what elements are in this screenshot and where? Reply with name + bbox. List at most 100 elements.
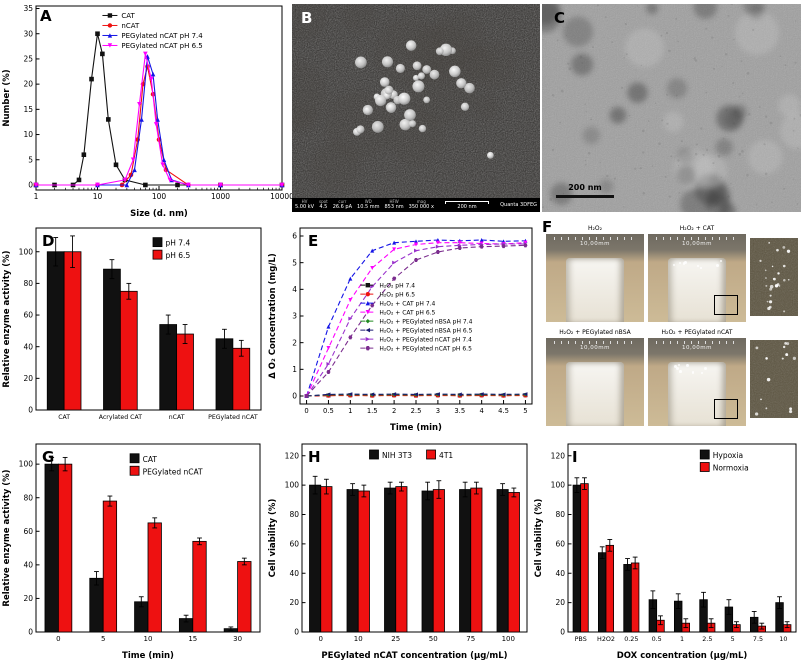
- svg-text:H₂O₂ + PEGylated nBSA pH 6.5: H₂O₂ + PEGylated nBSA pH 6.5: [379, 327, 472, 334]
- svg-text:80: 80: [289, 510, 299, 519]
- svg-text:4T1: 4T1: [439, 451, 453, 460]
- photo-h2o2-ncat: 10,00mm: [648, 338, 746, 426]
- svg-text:20: 20: [23, 374, 33, 383]
- svg-text:H₂O₂ + CAT pH 6.5: H₂O₂ + CAT pH 6.5: [379, 309, 435, 316]
- svg-text:75: 75: [466, 635, 475, 643]
- svg-text:80: 80: [555, 510, 565, 519]
- panel-d-enzyme-activity: 0 20 40 60 80 100 CAT Acrylated CAT nCAT PEGylate…: [0, 220, 266, 434]
- svg-text:H2O2: H2O2: [597, 635, 615, 643]
- cuvette: [667, 257, 727, 322]
- bubble: [676, 366, 680, 370]
- svg-text:20: 20: [555, 598, 565, 607]
- svg-text:60: 60: [289, 539, 299, 548]
- bubble: [682, 262, 686, 265]
- svg-text:pH 6.5: pH 6.5: [166, 251, 191, 260]
- ruler-ticks: [655, 341, 739, 344]
- roi-box: [714, 399, 738, 419]
- svg-text:40: 40: [23, 560, 33, 569]
- svg-text:0: 0: [292, 392, 297, 401]
- svg-text:100: 100: [502, 635, 515, 643]
- photo-title-h2o2: H₂O₂: [587, 225, 603, 232]
- svg-text:40: 40: [555, 569, 565, 578]
- bubble: [719, 259, 723, 263]
- photo-h2o2-cat: 10,00mm: [648, 234, 746, 322]
- svg-text:Hypoxia: Hypoxia: [713, 451, 743, 460]
- svg-text:120: 120: [551, 451, 566, 460]
- svg-text:Time (min): Time (min): [390, 423, 442, 433]
- panel-b-sem-image: HV 5.00 kV spot 4.5 curr 26.6 pA WD 10.5 mm HFW 8…: [292, 4, 540, 212]
- svg-text:10: 10: [144, 635, 153, 643]
- bubble: [697, 265, 699, 267]
- svg-text:3: 3: [436, 407, 440, 415]
- panel-h-cytotoxicity: 0 20 40 60 80 100 120 0 10 25 50 75 100 PEGylated nCA…: [266, 436, 532, 662]
- panel-label-h: H: [308, 448, 321, 466]
- bubble: [685, 364, 689, 367]
- svg-text:5: 5: [292, 258, 297, 267]
- sem-scale-bar: 200 nm: [439, 200, 495, 210]
- svg-text:0: 0: [294, 628, 299, 637]
- panel-f-cuvette-photos: F H₂O₂ H₂O₂ + CAT H₂O₂ + PEGylated nBSA …: [540, 218, 801, 436]
- svg-text:10: 10: [93, 192, 103, 201]
- svg-text:25: 25: [391, 635, 400, 643]
- svg-text:0: 0: [28, 181, 33, 190]
- sem-info-bar: HV 5.00 kV spot 4.5 curr 26.6 pA WD 10.5 mm HFW 8…: [292, 198, 540, 212]
- panel-label-b: B: [301, 9, 313, 27]
- sem-info-field: WD 10.5 mm: [357, 198, 380, 210]
- svg-text:Normoxia: Normoxia: [713, 464, 749, 473]
- svg-text:20: 20: [23, 80, 33, 89]
- svg-text:2.5: 2.5: [411, 407, 422, 415]
- svg-text:NIH 3T3: NIH 3T3: [382, 451, 412, 460]
- svg-text:4.5: 4.5: [498, 407, 509, 415]
- panel-label-e: E: [308, 232, 319, 250]
- svg-text:5: 5: [523, 407, 527, 415]
- bubble: [700, 267, 702, 269]
- svg-text:0.25: 0.25: [624, 635, 638, 643]
- svg-text:80: 80: [23, 493, 33, 502]
- photo-title-h2o2-ncat: H₂O₂ + PEGylated nCAT: [661, 329, 733, 336]
- sem-info-field: HFW 853 nm: [384, 198, 404, 210]
- panel-e-oxygen-generation: 0 1 2 3 4 5 6 0 0.5 1 1.5 2 2.5 3 3.5 4 4.5 5 Time (min) Δ …: [266, 220, 540, 434]
- panel-label-f: F: [542, 218, 553, 236]
- svg-text:H₂O₂ pH 7.4: H₂O₂ pH 7.4: [379, 282, 415, 289]
- bubble: [691, 371, 695, 374]
- svg-text:Relative enzyme activity (%): Relative enzyme activity (%): [2, 250, 12, 387]
- svg-text:DOX concentration (μg/mL): DOX concentration (μg/mL): [617, 651, 748, 661]
- panel-label-i: I: [572, 448, 578, 466]
- sem-micrograph: [292, 4, 540, 198]
- bubble: [704, 366, 707, 370]
- enzyme-activity-bar-chart: 0 20 40 60 80 100 CAT Acrylated CAT nCAT PEGylate…: [2, 227, 262, 421]
- panel-g-stability: 0 20 40 60 80 100 0 5 10 15 30 Time (min) Relative e…: [0, 436, 266, 662]
- bubble-inset-ncat: [750, 340, 798, 418]
- svg-text:PEGylated nCAT concentration (: PEGylated nCAT concentration (μg/mL): [321, 651, 507, 661]
- tem-scale-bar: 200 nm: [556, 175, 614, 198]
- panel-label-a: A: [40, 7, 52, 25]
- photo-h2o2-nbsa: 10,00mm: [546, 338, 644, 426]
- stability-bar-chart: 0 20 40 60 80 100 0 5 10 15 30 Time (min) Relative e…: [2, 443, 261, 661]
- svg-text:0: 0: [304, 407, 308, 415]
- svg-text:20: 20: [23, 594, 33, 603]
- svg-text:0: 0: [28, 406, 33, 415]
- svg-text:25: 25: [23, 55, 33, 64]
- bubble: [701, 371, 704, 374]
- svg-text:10: 10: [354, 635, 363, 643]
- svg-text:60: 60: [23, 311, 33, 320]
- svg-text:0: 0: [319, 635, 323, 643]
- tem-scale-line: [556, 195, 614, 198]
- svg-text:PEGylated nCAT pH 6.5: PEGylated nCAT pH 6.5: [121, 42, 202, 50]
- sem-info-field: HV 5.00 kV: [295, 198, 315, 210]
- svg-text:2.5: 2.5: [702, 635, 712, 643]
- svg-text:PEGylated nCAT pH 7.4: PEGylated nCAT pH 7.4: [121, 32, 203, 40]
- svg-text:Acrylated CAT: Acrylated CAT: [99, 414, 142, 421]
- svg-text:15: 15: [188, 635, 197, 643]
- bubble: [683, 261, 687, 265]
- ruler-ticks: [553, 341, 637, 344]
- bubble: [679, 261, 682, 264]
- sem-info-field: spot 4.5: [319, 198, 328, 210]
- svg-text:5: 5: [731, 635, 735, 643]
- svg-text:PEGylated nCAT: PEGylated nCAT: [208, 414, 258, 421]
- svg-text:Relative enzyme activity (%): Relative enzyme activity (%): [2, 469, 12, 606]
- svg-text:3.5: 3.5: [454, 407, 465, 415]
- cuvette: [565, 361, 625, 426]
- svg-text:Δ O₂ Concentration (mg/L): Δ O₂ Concentration (mg/L): [268, 253, 278, 379]
- panel-c-tem-image: C 200 nm: [542, 4, 801, 212]
